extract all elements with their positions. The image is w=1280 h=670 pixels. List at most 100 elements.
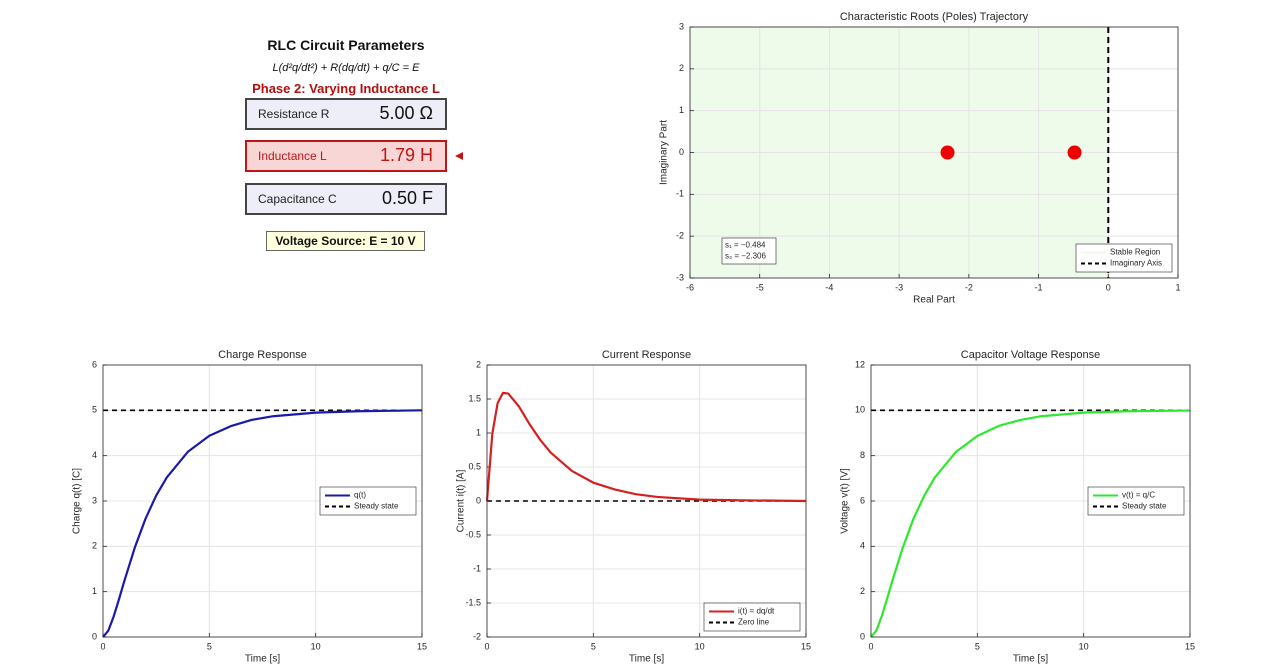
x-axis-label: Time [s] bbox=[245, 654, 280, 665]
annotation-text: s₂ = −2.306 bbox=[725, 252, 766, 261]
x-tick-label: 5 bbox=[207, 641, 212, 651]
y-tick-label: 0 bbox=[92, 631, 97, 641]
legend-box bbox=[1075, 243, 1173, 273]
param-box: Inductance L 1.79 H bbox=[245, 140, 447, 172]
param-label: Resistance R bbox=[258, 107, 330, 121]
y-tick-label: 10 bbox=[855, 405, 865, 415]
y-axis-label: Current i(t) [A] bbox=[456, 469, 467, 532]
legend-box bbox=[1087, 486, 1185, 516]
x-tick-label: -4 bbox=[825, 282, 833, 292]
y-tick-label: -2 bbox=[473, 631, 481, 641]
y-tick-label: -1.5 bbox=[465, 597, 481, 607]
pole-point bbox=[1067, 145, 1082, 160]
chart-title: Charge Response bbox=[218, 349, 307, 361]
series-line bbox=[485, 391, 807, 503]
legend-label: Steady state bbox=[1122, 502, 1167, 511]
x-tick-label: -1 bbox=[1035, 282, 1043, 292]
param-value: 5.00 Ω bbox=[379, 103, 434, 123]
legend-label: Steady state bbox=[354, 502, 399, 511]
y-tick-label: 2 bbox=[860, 586, 865, 596]
x-tick-label: 0 bbox=[484, 641, 489, 651]
y-tick-label: -2 bbox=[676, 231, 684, 241]
y-tick-label: 0.5 bbox=[468, 461, 481, 471]
x-tick-label: -3 bbox=[895, 282, 903, 292]
y-tick-label: 1 bbox=[476, 427, 481, 437]
y-tick-label: 1.5 bbox=[468, 393, 481, 403]
legend-label: q(t) bbox=[354, 491, 366, 500]
annotation-box bbox=[721, 237, 777, 265]
x-tick-label: 1 bbox=[1175, 282, 1180, 292]
axes-frame bbox=[102, 364, 423, 638]
y-tick-label: 3 bbox=[679, 21, 684, 31]
legend-label: Zero line bbox=[738, 618, 770, 627]
y-tick-label: 4 bbox=[92, 450, 97, 460]
y-tick-label: 1 bbox=[92, 586, 97, 596]
axes-frame bbox=[486, 364, 807, 638]
x-tick-label: -6 bbox=[686, 282, 694, 292]
param-value: 1.79 H bbox=[379, 145, 433, 165]
x-tick-label: 10 bbox=[311, 641, 321, 651]
y-tick-label: -1 bbox=[473, 563, 481, 573]
x-tick-label: 0 bbox=[100, 641, 105, 651]
active-indicator bbox=[455, 152, 463, 160]
y-tick-label: -1 bbox=[676, 189, 684, 199]
axes-frame bbox=[870, 364, 1191, 638]
x-tick-label: 10 bbox=[1079, 641, 1089, 651]
param-box: Resistance R 5.00 Ω bbox=[245, 98, 447, 130]
equation: L(d²q/dt²) + R(dq/dt) + q/C = E bbox=[272, 62, 420, 74]
series-line bbox=[102, 409, 423, 638]
x-tick-label: 5 bbox=[975, 641, 980, 651]
y-tick-label: 8 bbox=[860, 450, 865, 460]
y-tick-label: 4 bbox=[860, 541, 865, 551]
legend-box bbox=[319, 486, 417, 516]
param-box: Capacitance C 0.50 F bbox=[245, 183, 447, 215]
y-tick-label: -0.5 bbox=[465, 529, 481, 539]
chart-title: Characteristic Roots (Poles) Trajectory bbox=[840, 11, 1029, 23]
x-tick-label: -2 bbox=[965, 282, 973, 292]
legend-label: Imaginary Axis bbox=[1110, 259, 1162, 268]
pole-point bbox=[940, 145, 955, 160]
y-tick-label: 2 bbox=[92, 541, 97, 551]
x-tick-label: 5 bbox=[591, 641, 596, 651]
y-tick-label: 12 bbox=[855, 359, 865, 369]
param-label: Capacitance C bbox=[258, 192, 337, 206]
phase-label: Phase 2: Varying Inductance L bbox=[252, 81, 440, 96]
chart-title: Capacitor Voltage Response bbox=[961, 349, 1100, 361]
y-axis-label: Voltage v(t) [V] bbox=[840, 468, 851, 534]
y-tick-label: 2 bbox=[679, 63, 684, 73]
x-tick-label: -5 bbox=[756, 282, 764, 292]
y-axis-label: Charge q(t) [C] bbox=[72, 468, 83, 534]
x-tick-label: 10 bbox=[695, 641, 705, 651]
param-value: 0.50 F bbox=[381, 188, 433, 208]
y-tick-label: 5 bbox=[92, 405, 97, 415]
x-tick-label: 15 bbox=[801, 641, 811, 651]
y-tick-label: 2 bbox=[476, 359, 481, 369]
x-axis-label: Time [s] bbox=[1013, 654, 1048, 665]
y-tick-label: 0 bbox=[476, 495, 481, 505]
x-axis-label: Real Part bbox=[913, 295, 955, 306]
series-line bbox=[870, 409, 1191, 638]
legend-box bbox=[703, 602, 801, 632]
y-tick-label: 6 bbox=[92, 359, 97, 369]
x-axis-label: Time [s] bbox=[629, 654, 664, 665]
legend-label: i(t) = dq/dt bbox=[738, 607, 775, 616]
x-tick-label: 0 bbox=[868, 641, 873, 651]
y-axis-label: Imaginary Part bbox=[659, 120, 670, 185]
chart-title: Current Response bbox=[602, 349, 691, 361]
x-tick-label: 15 bbox=[1185, 641, 1195, 651]
y-tick-label: 3 bbox=[92, 495, 97, 505]
y-tick-label: 0 bbox=[860, 631, 865, 641]
annotation-text: s₁ = −0.484 bbox=[725, 241, 766, 250]
legend-label: v(t) = q/C bbox=[1122, 491, 1155, 500]
param-label: Inductance L bbox=[258, 149, 327, 163]
axes-frame bbox=[689, 26, 1179, 279]
x-tick-label: 0 bbox=[1106, 282, 1111, 292]
y-tick-label: 1 bbox=[679, 105, 684, 115]
y-tick-label: 0 bbox=[679, 147, 684, 157]
x-tick-label: 15 bbox=[417, 641, 427, 651]
voltage-source: Voltage Source: E = 10 V bbox=[266, 231, 425, 251]
legend-label: Stable Region bbox=[1110, 248, 1160, 257]
panel-title: RLC Circuit Parameters bbox=[267, 37, 425, 53]
